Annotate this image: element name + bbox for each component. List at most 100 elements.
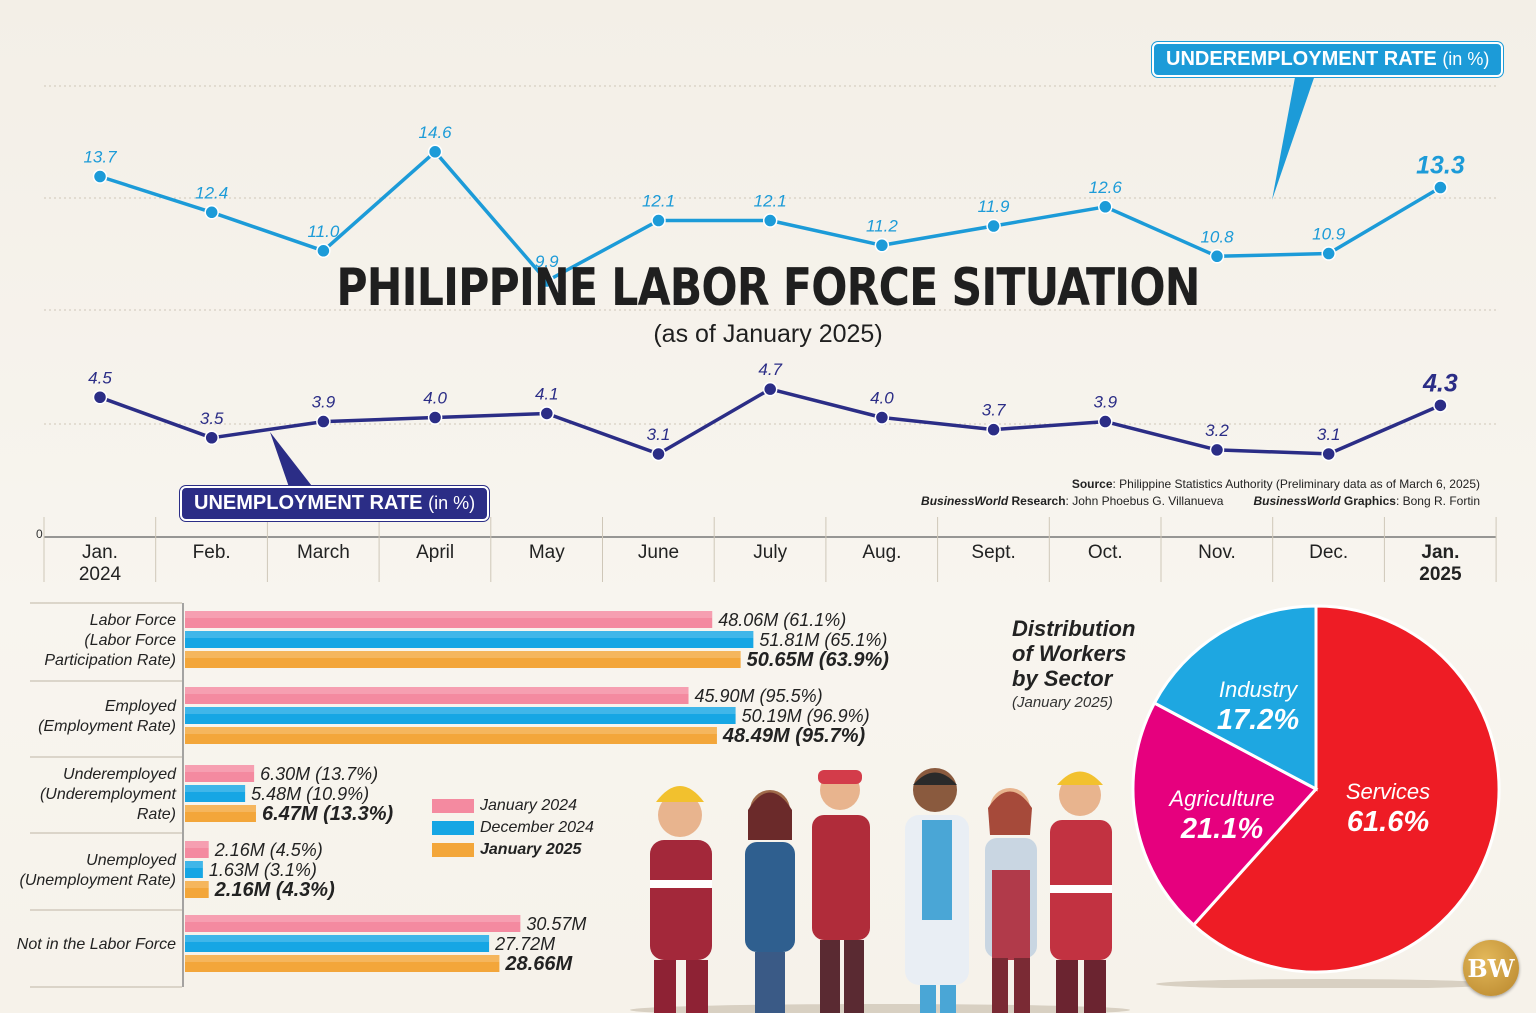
pie-slice-name: Services	[1346, 779, 1430, 804]
bar-group-label: (Unemployment Rate)	[20, 872, 177, 889]
bar	[185, 707, 736, 724]
bar-group-label: Participation Rate)	[44, 652, 176, 669]
bar-value-label: 30.57M	[526, 914, 586, 934]
month-label: Jan. 2025	[1384, 542, 1496, 586]
pie-slice	[1152, 604, 1318, 792]
underemployment-callout-pointer	[1272, 72, 1316, 200]
worker-figure	[1050, 771, 1112, 1013]
worker-figure	[745, 790, 795, 1013]
month-label: Aug.	[826, 542, 938, 564]
unemployment-point	[1321, 446, 1336, 462]
pie-shadow	[1156, 979, 1496, 988]
month-label: Dec.	[1273, 542, 1385, 564]
legend-swatch	[432, 843, 474, 857]
legend-item-jan-2024: January 2024	[432, 795, 594, 817]
underemployment-point	[1098, 199, 1113, 215]
unemployment-value-label: 4.7	[758, 360, 782, 379]
underemployment-value-label: 11.9	[978, 197, 1010, 216]
bar-highlight	[185, 611, 713, 618]
underemployment-point	[874, 238, 890, 253]
legend-item-dec-2024: December 2024	[432, 817, 594, 839]
bar-highlight	[185, 861, 203, 868]
graphics-label: BusinessWorld	[1253, 494, 1341, 508]
unemployment-value-label: 3.1	[647, 425, 671, 444]
bar-value-label: 45.90M (95.5%)	[695, 686, 823, 706]
unemployment-series-label: UNEMPLOYMENT RATE (in %)	[180, 486, 490, 521]
unemployment-line	[99, 387, 1442, 456]
graphics-text: : Bong R. Fortin	[1395, 494, 1480, 508]
unemployment-point	[986, 422, 1001, 437]
month-label-line: July	[753, 542, 788, 563]
unemployment-value-label: 3.1	[1317, 425, 1341, 444]
month-label: April	[379, 542, 491, 564]
unemployment-point	[874, 410, 890, 425]
worker-figure	[812, 770, 870, 1013]
source-label: Source	[1071, 477, 1113, 491]
unemployment-point	[1209, 442, 1225, 458]
underemployment-value-label: 13.3	[1416, 152, 1465, 180]
underemployment-point	[316, 243, 331, 259]
unemployment-callout-pointer	[270, 432, 315, 490]
bar-highlight	[185, 687, 689, 694]
bar-value-label: 28.66M	[504, 953, 573, 975]
month-label: May	[491, 542, 603, 564]
bar-value-label: 5.48M (10.9%)	[251, 784, 369, 804]
underemployment-value-label: 11.2	[866, 216, 898, 235]
underemployment-series-unit: (in %)	[1442, 49, 1490, 69]
month-label-line: Nov.	[1198, 542, 1236, 563]
bar	[185, 915, 521, 932]
unemployment-point	[651, 446, 666, 462]
underemployment-series-label: UNDEREMPLOYMENT RATE (in %)	[1152, 42, 1504, 77]
underemployment-value-label: 10.9	[1312, 225, 1346, 244]
worker-figure	[905, 768, 969, 1013]
month-label: Oct.	[1049, 542, 1161, 564]
unemployment-point	[1098, 414, 1113, 429]
bar-group-label: Labor Force	[90, 612, 176, 629]
unemployment-point	[204, 430, 219, 445]
bar	[185, 935, 490, 952]
pie-slice-value: 21.1%	[1180, 813, 1263, 845]
bar	[185, 805, 256, 822]
bar-group-label: Underemployed	[63, 766, 177, 783]
legend-swatch	[432, 821, 474, 835]
pie-slice-value: 17.2%	[1217, 704, 1299, 736]
graphics-word: Graphics	[1340, 494, 1396, 508]
workers-illustration	[630, 768, 1130, 1013]
underemployment-value-label: 9.9	[535, 252, 559, 271]
bar	[185, 881, 209, 898]
legend-item-jan-2025: January 2025	[432, 839, 594, 861]
underemployment-value-label: 13.7	[83, 148, 117, 167]
bar	[185, 631, 754, 648]
bar-highlight	[185, 805, 256, 812]
bar-highlight	[185, 785, 246, 792]
unemployment-value-label: 4.3	[1422, 369, 1458, 397]
pie-title: Distribution of Workers by Sector	[1012, 616, 1135, 691]
underemployment-series-name: UNDEREMPLOYMENT RATE	[1166, 48, 1437, 70]
unemployment-value-label: 3.2	[1205, 421, 1229, 440]
bar	[185, 611, 713, 628]
month-label: Feb.	[156, 542, 268, 564]
bar-value-label: 6.30M (13.7%)	[260, 764, 378, 784]
research-label: BusinessWorld	[921, 494, 1009, 508]
pie-title-line: Distribution	[1012, 616, 1136, 641]
page-title: PHILIPPINE LABOR FORCE SITUATION	[336, 258, 1200, 318]
unemployment-point	[539, 406, 555, 421]
month-label: July	[714, 542, 826, 564]
underemployment-point	[762, 213, 778, 228]
bar-value-label: 50.19M (96.9%)	[742, 706, 870, 726]
month-label: Jan. 2024	[44, 542, 156, 586]
y-zero-label: 0	[36, 527, 43, 541]
unemployment-value-label: 4.5	[88, 368, 112, 387]
month-label-line: Dec.	[1309, 542, 1349, 563]
month-label-line: Oct.	[1087, 542, 1123, 563]
bar-group-label: Rate)	[137, 806, 176, 823]
bar-highlight	[185, 651, 741, 658]
unemployment-value-label: 3.5	[200, 409, 224, 428]
pie-subtitle: (January 2025)	[1012, 694, 1113, 711]
bar-value-label: 48.06M (61.1%)	[718, 610, 846, 630]
underemployment-point	[1433, 180, 1448, 195]
unemployment-series-unit: (in %)	[428, 493, 476, 513]
bar	[185, 687, 689, 704]
bar-highlight	[185, 881, 209, 888]
unemployment-point	[427, 410, 443, 425]
